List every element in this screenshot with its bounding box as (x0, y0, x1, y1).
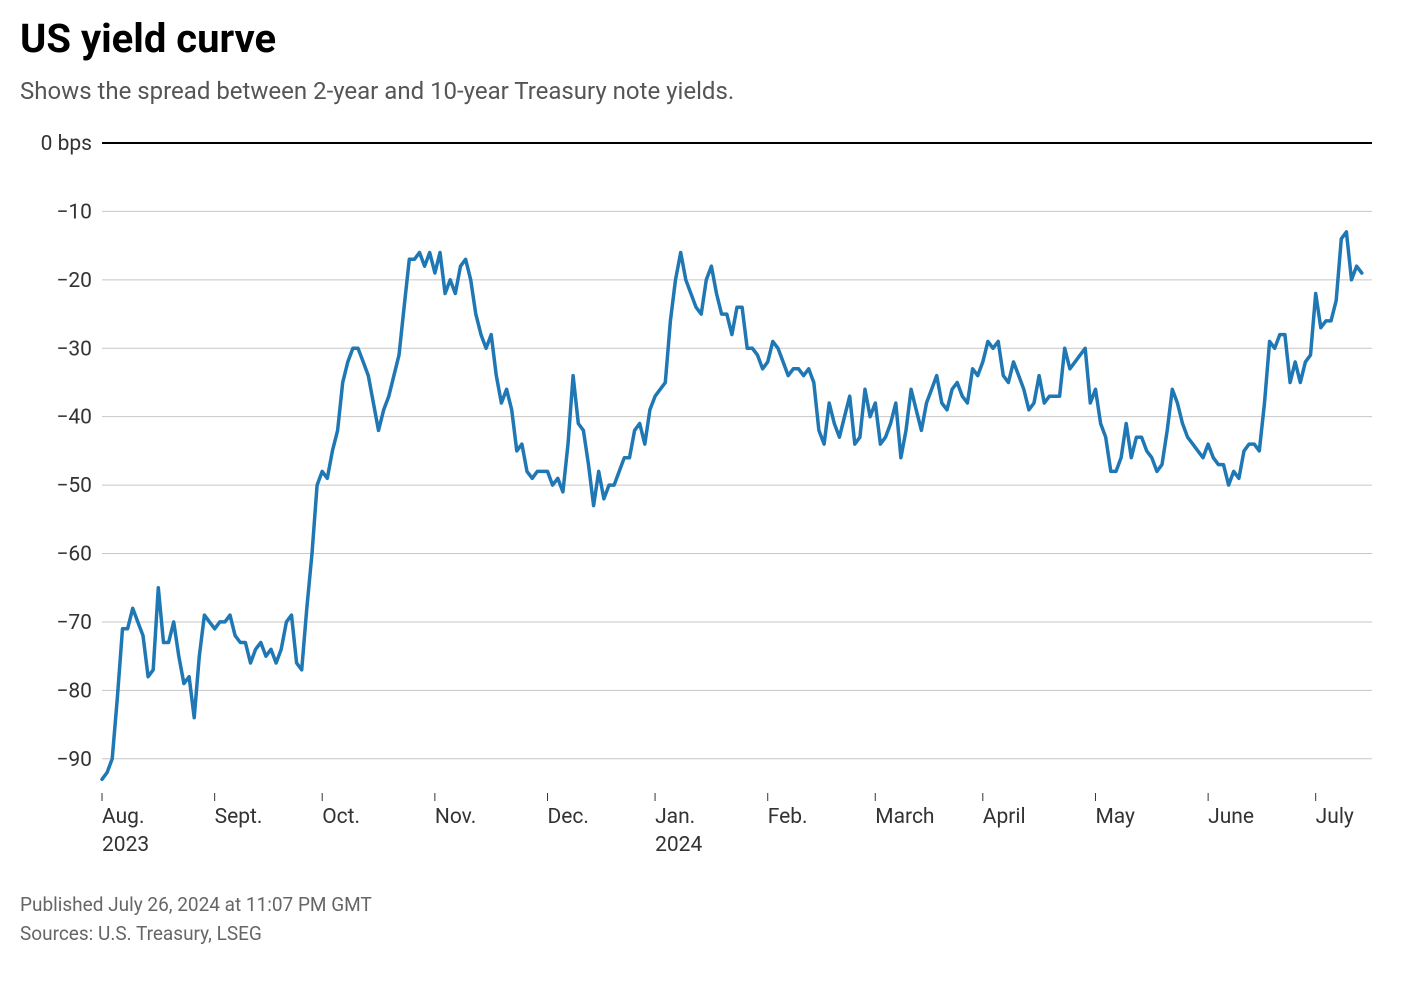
published-text: Published July 26, 2024 at 11:07 PM GMT (20, 891, 1392, 920)
y-tick-label: −10 (56, 201, 92, 225)
x-tick-label: June (1208, 805, 1254, 829)
x-tick-label: Jan. (655, 805, 695, 829)
y-tick-label: −20 (56, 269, 92, 293)
x-tick-label: April (983, 805, 1026, 829)
y-tick-label: −40 (56, 406, 92, 430)
y-tick-label: −50 (56, 474, 92, 498)
x-tick-label: May (1095, 805, 1135, 829)
sources-text: Sources: U.S. Treasury, LSEG (20, 920, 1392, 949)
x-tick-label: July (1316, 805, 1354, 829)
y-tick-label: 0 bps (41, 133, 92, 156)
x-tick-label: Dec. (548, 805, 589, 829)
x-tick-label: Aug. (102, 805, 145, 829)
x-tick-label: Oct. (322, 805, 360, 829)
spread-series-line (102, 232, 1362, 779)
y-tick-label: −80 (56, 680, 92, 704)
y-tick-label: −30 (56, 337, 92, 361)
chart-footer: Published July 26, 2024 at 11:07 PM GMT … (20, 891, 1392, 948)
x-tick-label: March (875, 805, 934, 829)
y-tick-label: −90 (56, 748, 92, 772)
x-tick-label: Nov. (435, 805, 476, 829)
y-tick-label: −70 (56, 611, 92, 635)
chart-subtitle: Shows the spread between 2-year and 10-y… (20, 76, 1392, 107)
y-tick-label: −60 (56, 543, 92, 567)
x-tick-sublabel: 2024 (655, 833, 702, 857)
chart-title: US yield curve (20, 16, 1392, 62)
x-tick-label: Sept. (215, 805, 263, 829)
chart-container: 0 bps −10 −20 −30 −40 −50 −60 −70 −80 −90 Aug. 2023… (20, 133, 1392, 873)
x-tick-label: Feb. (768, 805, 808, 829)
x-tick-sublabel: 2023 (102, 833, 149, 857)
yield-curve-line-chart: 0 bps −10 −20 −30 −40 −50 −60 −70 −80 −90 Aug. 2023… (20, 133, 1392, 873)
